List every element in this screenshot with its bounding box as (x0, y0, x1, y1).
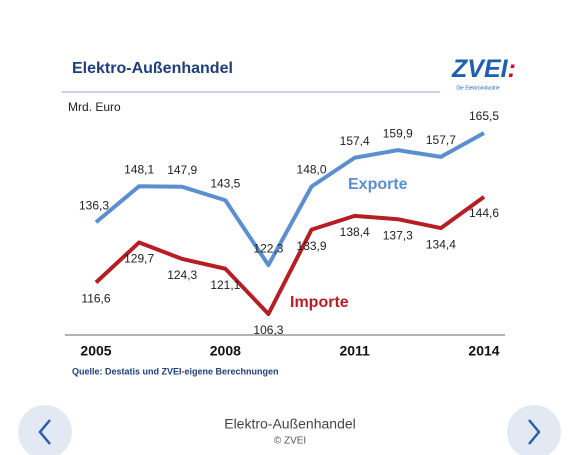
value-label: 133,9 (297, 239, 327, 253)
value-label: 157,4 (340, 134, 370, 148)
value-label: 143,5 (210, 176, 240, 190)
logo-subtitle: Die Elektroindustrie (456, 85, 500, 91)
x-tick-label: 2014 (468, 343, 499, 359)
value-label: 137,3 (383, 228, 413, 242)
next-button[interactable] (507, 405, 561, 455)
value-label: 116,6 (81, 292, 110, 306)
prev-button[interactable] (18, 405, 72, 455)
value-label: 129,7 (124, 252, 154, 266)
y-label: Mrd. Euro (68, 100, 121, 114)
value-label: 124,3 (167, 268, 197, 282)
logo: ZVEI: (451, 55, 516, 83)
credit: © ZVEI (274, 436, 306, 447)
chart-title: Elektro-Außenhandel (72, 60, 233, 77)
value-label: 134,4 (426, 237, 456, 251)
value-label: 147,9 (167, 163, 197, 177)
value-label: 136,3 (79, 198, 109, 212)
x-tick-label: 2008 (210, 343, 241, 359)
series-label: Importe (290, 294, 349, 311)
value-label: 106,3 (253, 323, 283, 337)
value-label: 159,9 (383, 126, 413, 140)
x-tick-label: 2005 (80, 343, 111, 359)
series-line (94, 131, 485, 268)
x-tick-label: 2011 (339, 343, 370, 359)
caption: Elektro-Außenhandel (224, 416, 356, 432)
source: Quelle: Destatis und ZVEI-eigene Berechn… (72, 366, 279, 376)
value-label: 148,0 (297, 163, 327, 177)
series-label: Exporte (348, 176, 408, 193)
plot: 2005 2008 2011 2014 Exporte 136,3 148,1 147,9 14… (79, 109, 500, 359)
value-label: 138,4 (340, 225, 370, 239)
value-label: 148,1 (124, 162, 154, 176)
series-line (94, 195, 486, 316)
value-label: 122,3 (253, 241, 283, 255)
value-label: 157,7 (426, 133, 456, 147)
value-label: 165,5 (469, 109, 499, 123)
value-label: 121,1 (210, 278, 240, 292)
value-label: 144,6 (469, 206, 499, 220)
